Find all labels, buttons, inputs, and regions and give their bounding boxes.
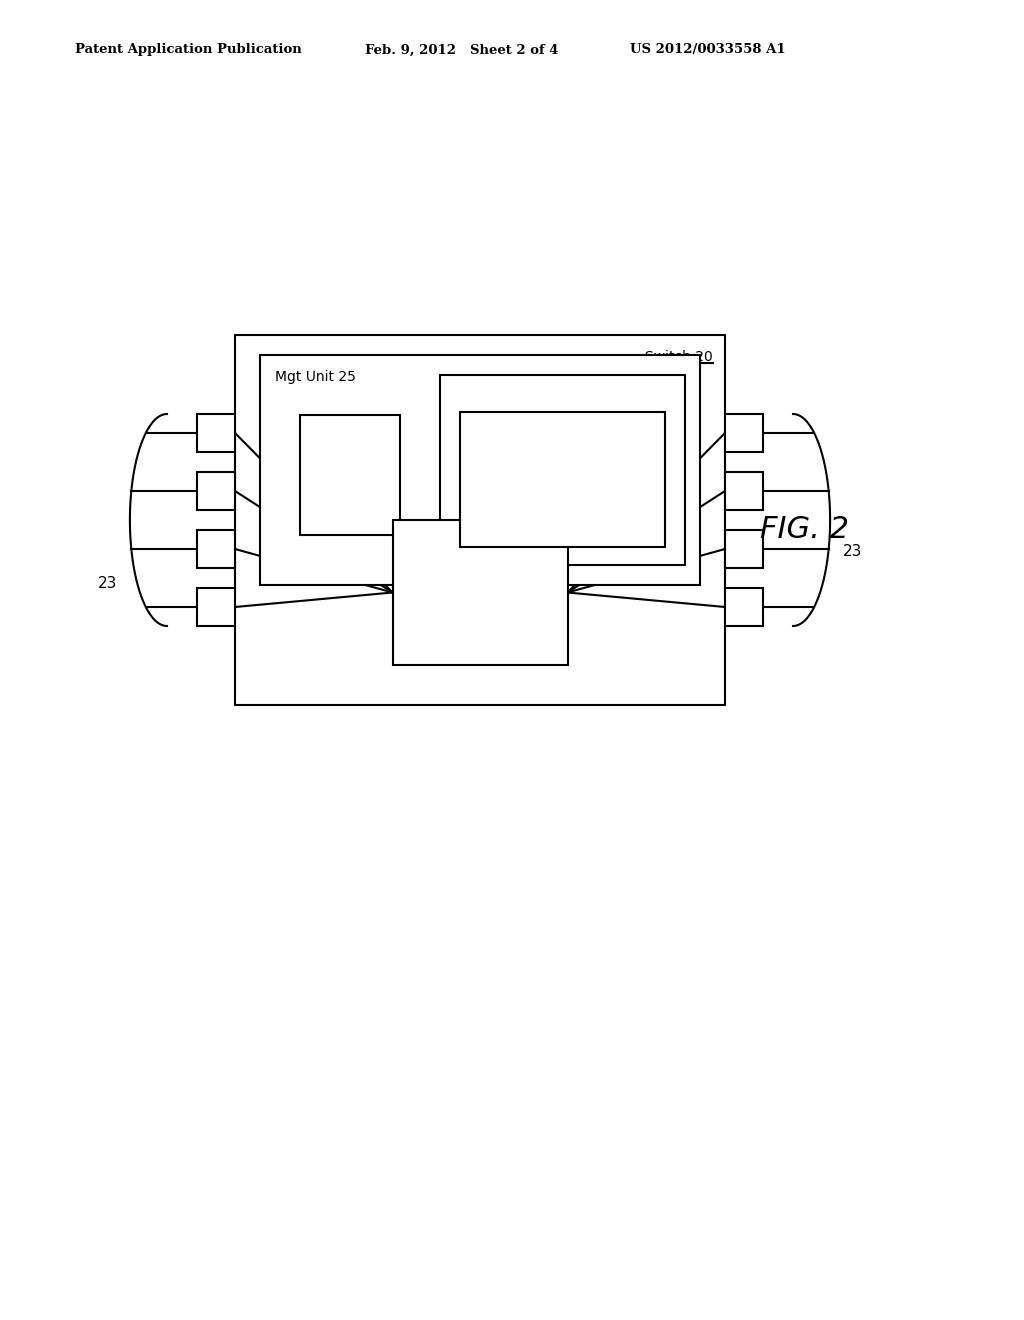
Bar [197, 531, 234, 568]
Text: 24: 24 [470, 603, 489, 618]
Text: 26: 26 [340, 479, 359, 495]
Bar [725, 414, 763, 451]
Bar [234, 335, 725, 705]
Text: Switch 20: Switch 20 [645, 350, 713, 364]
Bar [300, 414, 400, 535]
Text: Patent Application Publication: Patent Application Publication [75, 44, 302, 57]
Text: 22: 22 [553, 484, 572, 499]
Text: Sheet 2 of 4: Sheet 2 of 4 [470, 44, 558, 57]
Text: module: module [452, 585, 509, 601]
Text: 23: 23 [98, 576, 118, 591]
Bar [260, 355, 700, 585]
Bar [725, 587, 763, 626]
Text: Feb. 9, 2012: Feb. 9, 2012 [365, 44, 456, 57]
Text: Switching: Switching [442, 568, 517, 582]
Bar [440, 375, 685, 565]
Bar [197, 587, 234, 626]
Text: Proc: Proc [334, 458, 367, 473]
Text: US 2012/0033558 A1: US 2012/0033558 A1 [630, 44, 785, 57]
Bar [197, 473, 234, 510]
Text: FIG. 2: FIG. 2 [760, 516, 849, 544]
Bar [197, 414, 234, 451]
Text: 23: 23 [843, 544, 862, 560]
Bar [725, 531, 763, 568]
Text: CRSM 27: CRSM 27 [452, 387, 514, 401]
Bar [725, 473, 763, 510]
Bar [392, 520, 567, 665]
Bar [460, 412, 665, 546]
Text: Mgt Unit 25: Mgt Unit 25 [275, 370, 356, 384]
Text: Agent: Agent [540, 462, 585, 477]
